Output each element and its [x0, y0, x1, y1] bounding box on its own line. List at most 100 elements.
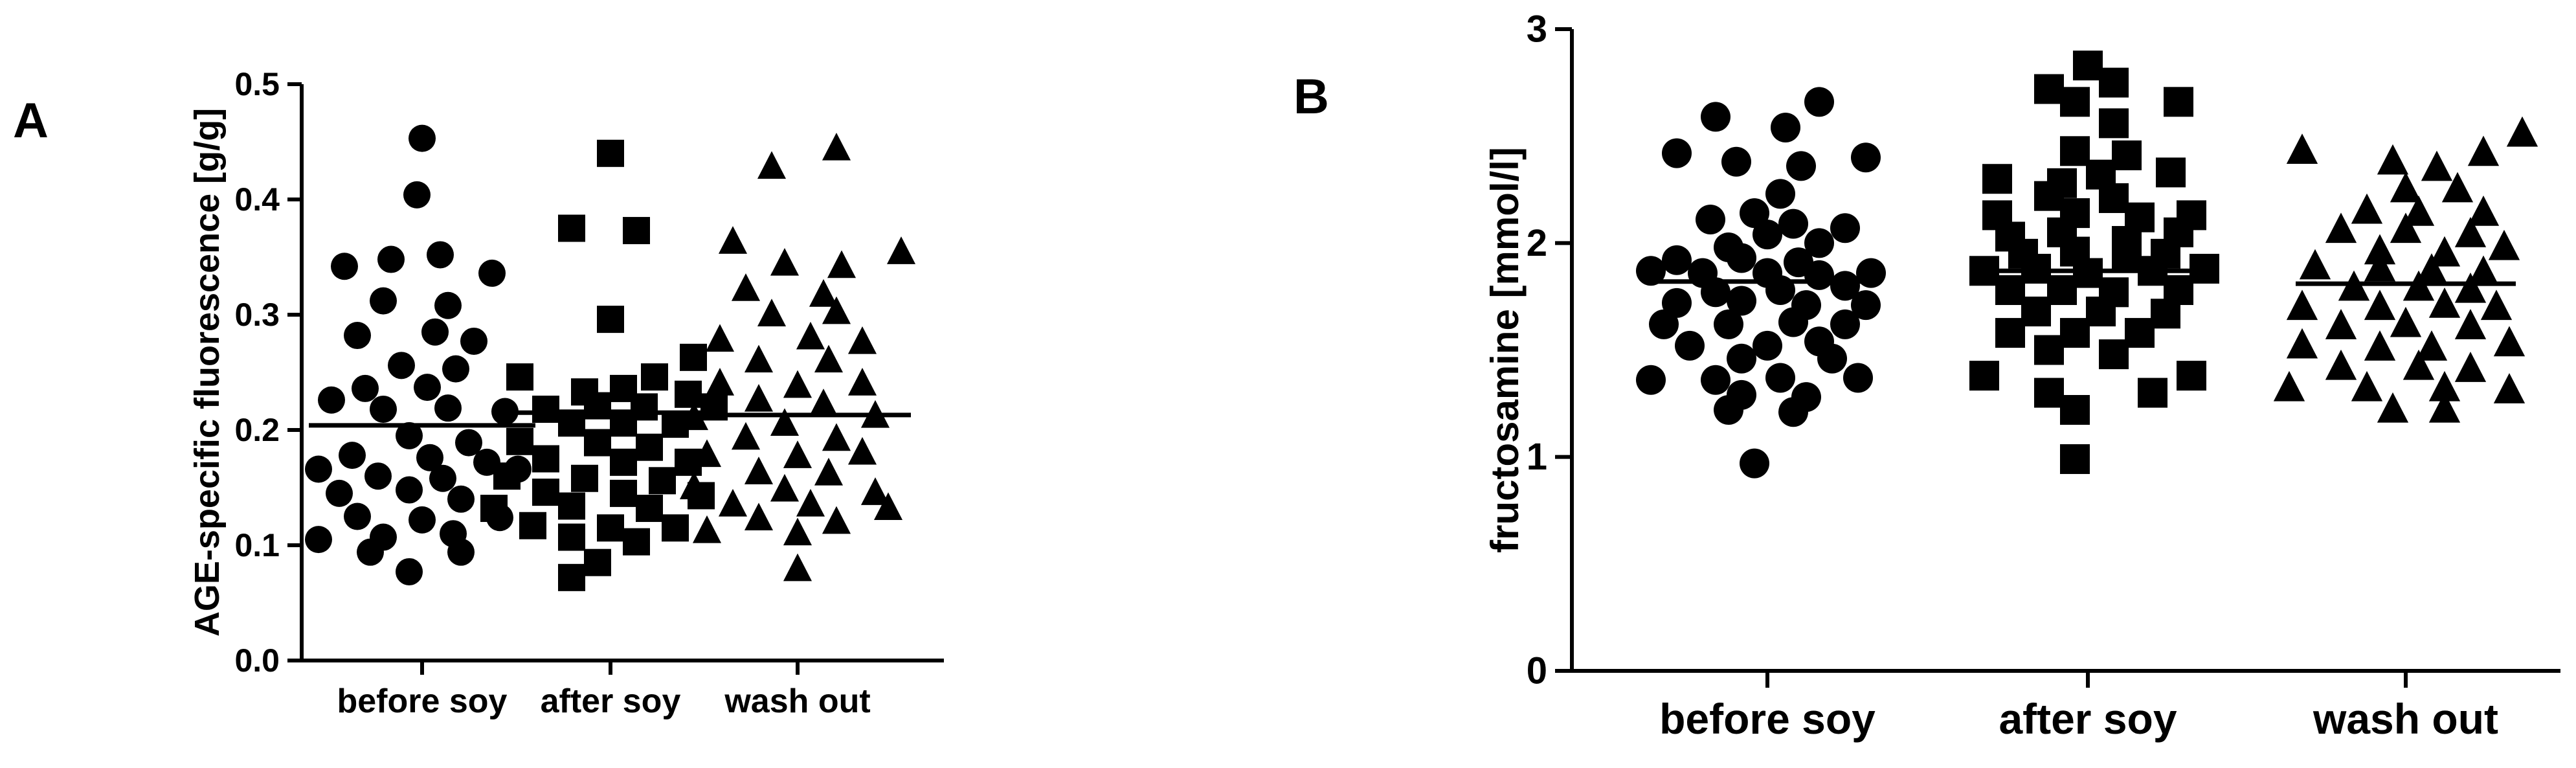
data-point-circle — [1786, 151, 1816, 181]
data-point-triangle — [718, 226, 748, 254]
data-point-circle — [1778, 397, 1808, 427]
data-point-circle — [352, 374, 379, 402]
data-point-triangle — [731, 273, 761, 301]
data-point-square — [506, 363, 533, 391]
x-category-label: wash out — [2313, 695, 2498, 743]
data-point-square — [2156, 157, 2186, 188]
data-point-circle — [416, 444, 443, 471]
data-point-triangle — [2402, 195, 2435, 226]
data-point-circle — [1662, 138, 1692, 168]
data-point-triangle — [705, 324, 735, 352]
data-point-triangle — [783, 370, 812, 398]
panel-label-b: B — [1294, 69, 1329, 124]
data-point-triangle — [2415, 253, 2448, 284]
data-point-circle — [1765, 363, 1795, 393]
data-point-circle — [344, 322, 371, 350]
data-point-triangle — [809, 279, 838, 307]
data-point-triangle — [2467, 255, 2500, 286]
data-point-square — [2099, 339, 2129, 370]
data-point-square — [2151, 299, 2180, 329]
data-point-circle — [1740, 448, 1769, 479]
data-point-triangle — [2286, 133, 2318, 164]
data-point-square — [623, 528, 650, 556]
data-point-triangle — [718, 488, 748, 517]
data-point-square — [1995, 275, 2025, 306]
data-point-circle — [427, 241, 454, 269]
data-point-triangle — [886, 236, 916, 264]
data-point-circle — [1696, 204, 1725, 234]
data-point-circle — [1817, 343, 1847, 374]
data-point-triangle — [827, 250, 857, 278]
data-point-square — [662, 514, 689, 542]
data-point-circle — [1636, 256, 1666, 286]
data-point-circle — [1830, 271, 1860, 301]
y-ticks-b: 0 1 2 3 — [1527, 8, 1572, 692]
data-point-circle — [305, 526, 332, 554]
data-point-triangle — [2325, 212, 2357, 243]
data-point-triangle — [796, 321, 825, 350]
data-point-circle — [414, 374, 441, 401]
data-point-square — [636, 495, 663, 523]
data-point-triangle — [822, 506, 851, 534]
data-point-triangle — [2493, 326, 2526, 357]
data-point-square — [2047, 275, 2077, 306]
data-point-triangle — [679, 471, 709, 499]
data-point-circle — [388, 352, 415, 379]
data-point-triangle — [2364, 289, 2396, 321]
data-point-triangle — [2428, 392, 2461, 423]
data-point-triangle — [814, 344, 844, 373]
y-tick-label: 0.4 — [234, 181, 280, 218]
panel-a: A AGE-specific fluorescence [g/g] 0.0 0.1… — [13, 66, 944, 720]
data-point-circle — [421, 318, 449, 346]
y-tick-label: 0.2 — [234, 412, 280, 448]
data-point-triangle — [705, 368, 735, 396]
data-point-square — [584, 548, 611, 576]
data-point-triangle — [2299, 249, 2331, 280]
data-point-circle — [305, 455, 332, 483]
data-point-triangle — [2364, 234, 2396, 265]
data-point-square — [597, 306, 624, 333]
data-point-square — [1995, 318, 2025, 348]
data-point-circle — [434, 291, 462, 319]
data-point-circle — [396, 476, 423, 504]
x-category-label: wash out — [724, 683, 870, 720]
data-point-triangle — [2428, 288, 2461, 318]
data-point-triangle — [2454, 272, 2487, 303]
data-point-triangle — [2364, 330, 2396, 361]
data-point-triangle — [873, 492, 903, 520]
panel-label-a: A — [13, 93, 49, 148]
data-point-triangle — [2506, 116, 2538, 147]
data-point-square — [597, 514, 624, 542]
data-point-triangle — [2415, 330, 2448, 361]
data-point-triangle — [2488, 229, 2520, 260]
data-point-triangle — [744, 344, 774, 373]
data-point-square — [519, 512, 546, 539]
data-point-circle — [318, 386, 345, 414]
data-point-triangle — [731, 422, 761, 450]
data-point-circle — [1843, 363, 1873, 393]
data-point-triangle — [847, 436, 877, 465]
data-point-circle — [442, 355, 469, 383]
data-point-circle — [1649, 309, 1679, 339]
data-point-circle — [1701, 365, 1730, 395]
data-point-square — [2164, 87, 2193, 117]
data-point-circle — [1804, 260, 1834, 290]
data-point-square — [2034, 181, 2064, 211]
data-point-triangle — [2351, 193, 2383, 224]
data-point-square — [2034, 74, 2064, 104]
data-point-circle — [1753, 330, 1782, 361]
data-point-triangle — [2390, 212, 2422, 243]
data-point-circle — [403, 181, 431, 209]
data-point-square — [641, 363, 668, 391]
data-point-triangle — [2364, 251, 2396, 282]
x-category-label: before soy — [1659, 695, 1876, 743]
data-point-circle — [370, 287, 397, 315]
data-point-circle — [364, 462, 392, 490]
data-point-circle — [1727, 286, 1756, 316]
data-point-triangle — [2286, 328, 2318, 359]
data-point-square — [2099, 108, 2129, 139]
data-point-triangle — [2441, 172, 2474, 203]
data-point-square — [2086, 297, 2116, 327]
y-tick-label: 1 — [1527, 436, 1547, 478]
data-point-square — [584, 392, 611, 420]
